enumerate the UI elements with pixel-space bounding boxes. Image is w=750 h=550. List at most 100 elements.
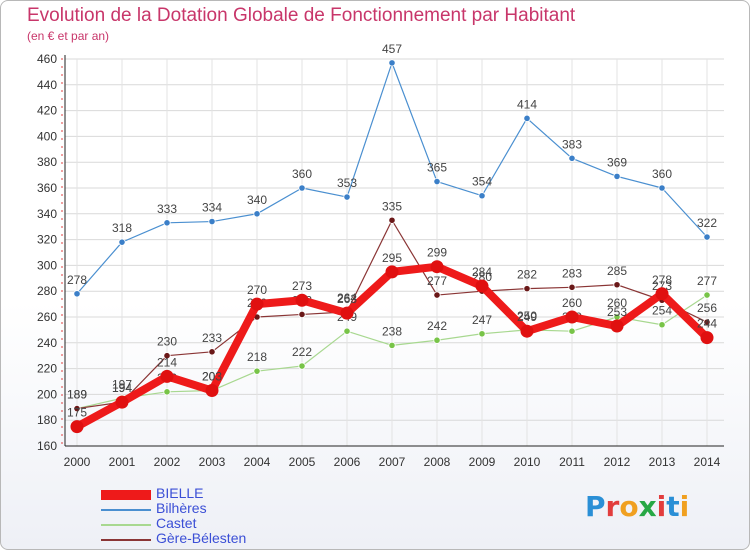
legend-item: Gère-Bélesten [101,530,361,547]
x-tick-label: 2005 [289,455,316,469]
data-point [295,293,309,307]
data-point [388,216,396,224]
data-label: 318 [112,221,132,235]
data-label: 360 [292,167,312,181]
data-label: 260 [607,296,627,310]
x-tick-label: 2014 [694,455,721,469]
legend-label: Bilhères [156,500,207,516]
y-tick-label: 160 [37,439,57,453]
data-point [703,291,711,299]
data-point [205,384,219,398]
legend-label: Castet [156,515,197,531]
data-point [388,59,396,67]
legend-item: BIELLE [101,485,361,502]
x-tick-label: 2000 [64,455,91,469]
data-label: 284 [472,265,492,279]
data-point [433,291,441,299]
y-tick-label: 180 [37,413,57,427]
y-tick-label: 340 [37,207,57,221]
x-tick-label: 2002 [154,455,181,469]
data-label: 383 [562,137,582,151]
x-tick-label: 2001 [109,455,136,469]
legend-swatch [101,489,151,500]
legend-swatch [101,508,151,511]
data-label: 222 [292,345,312,359]
data-label: 283 [562,266,582,280]
data-label: 273 [292,279,312,293]
data-point [163,388,171,396]
series-bilh-res: 278 318 333 334 340 360 353 457 365 354 414 383 369 3… [67,42,717,298]
data-label: 214 [157,355,177,369]
data-point [700,331,714,345]
data-label: 295 [382,251,402,265]
data-point [523,114,531,122]
data-label: 254 [652,304,672,318]
data-label: 414 [517,97,537,111]
data-point [433,336,441,344]
data-point [658,321,666,329]
data-label: 360 [652,167,672,181]
y-tick-label: 200 [37,387,57,401]
legend-swatch [101,523,151,526]
logo-letter: i [656,490,667,523]
data-point [118,238,126,246]
y-tick-label: 260 [37,310,57,324]
data-label: 230 [157,335,177,349]
proxiti-logo: Proxiti [585,490,689,523]
data-point [115,395,129,409]
y-tick-label: 380 [37,155,57,169]
data-point [208,217,216,226]
data-point [160,369,174,383]
y-tick-label: 460 [37,52,57,66]
y-tick-label: 220 [37,362,57,376]
data-label: 247 [472,313,492,327]
data-label: 218 [247,350,267,364]
legend-swatch [101,538,151,541]
logo-letter: x [638,490,657,523]
x-tick-label: 2003 [199,455,226,469]
data-label: 285 [607,264,627,278]
logo-letter: o [619,490,639,523]
legend: BIELLE Bilhères Castet Gère-Bélesten [101,485,361,547]
data-label: 203 [202,370,222,384]
x-tick-label: 2011 [559,455,585,469]
data-label: 263 [337,292,357,306]
data-point [655,287,669,301]
logo-letter: P [585,490,606,523]
data-label: 197 [112,377,132,391]
data-label: 278 [67,273,87,287]
data-label: 353 [337,176,357,190]
data-point [385,265,399,279]
data-label: 253 [607,305,627,319]
data-point [610,319,624,333]
data-label: 335 [382,199,402,213]
chart-title: Evolution de la Dotation Globale de Fonc… [27,5,576,26]
data-point [433,177,441,186]
legend-label: Gère-Bélesten [156,530,247,546]
x-tick-label: 2008 [424,455,451,469]
y-tick-label: 280 [37,284,57,298]
data-point [478,192,486,200]
data-label: 189 [67,388,87,402]
data-point [343,193,351,201]
data-label: 249 [517,310,537,324]
y-tick-label: 440 [37,78,57,92]
data-point [163,219,171,227]
data-label: 233 [202,331,222,345]
data-point [343,327,351,335]
data-label: 256 [697,301,717,315]
data-point [253,367,261,375]
data-point [388,341,396,349]
data-label: 189 [67,388,87,402]
data-point [73,290,81,298]
data-label: 175 [67,406,87,420]
data-label: 264 [337,291,357,305]
data-label: 334 [202,201,222,215]
x-tick-label: 2012 [604,455,631,469]
data-point [163,352,171,360]
legend-label: BIELLE [156,485,204,501]
logo-letter: r [605,490,620,523]
data-label: 244 [697,317,717,331]
